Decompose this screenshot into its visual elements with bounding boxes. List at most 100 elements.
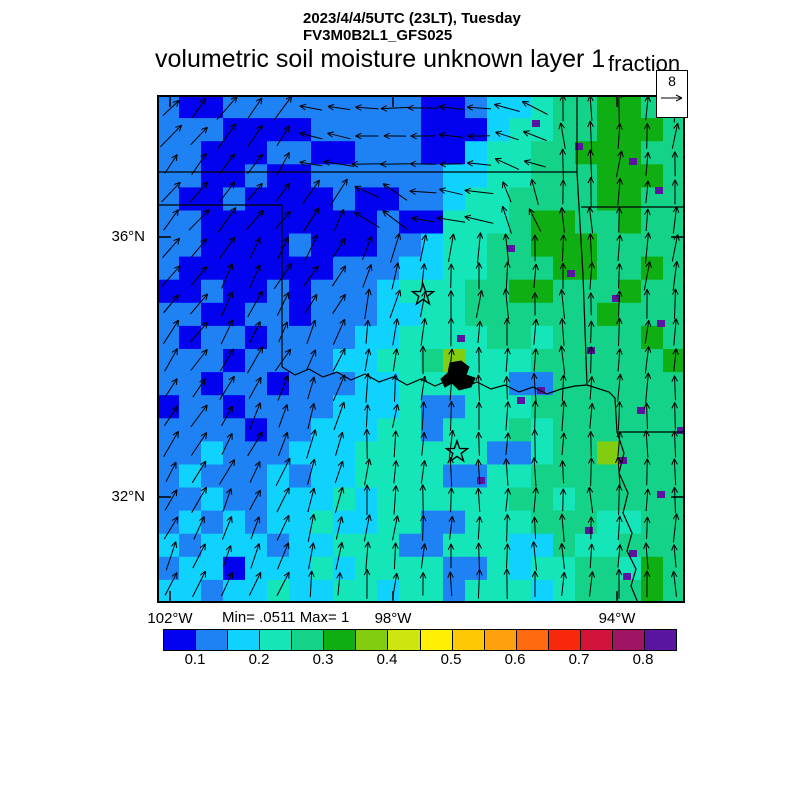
heatmap-cell xyxy=(311,118,334,142)
wind-vector-arrow xyxy=(221,432,233,455)
wind-vector-arrow xyxy=(504,261,511,291)
wind-vector-arrow xyxy=(218,236,236,260)
heatmap-cell xyxy=(201,464,224,489)
water-speck xyxy=(585,527,593,534)
heatmap-cell xyxy=(223,372,246,396)
heatmap-cell xyxy=(575,118,598,142)
wind-vector-arrow xyxy=(643,402,651,430)
heatmap-cell xyxy=(223,579,246,603)
heatmap-cell xyxy=(597,510,620,535)
wind-vector-arrow xyxy=(392,485,399,515)
colorbar-tick-label: 0.2 xyxy=(248,651,270,668)
wind-vector-arrow xyxy=(276,487,290,513)
wind-vector-arrow xyxy=(495,130,519,141)
wind-vector-arrow xyxy=(586,486,594,514)
heatmap-cell xyxy=(553,210,576,235)
wind-vector-arrow xyxy=(191,486,207,514)
heatmap-cell xyxy=(245,164,268,188)
wind-vector-arrow xyxy=(671,122,680,149)
heatmap-cell xyxy=(663,579,685,603)
wind-vector-arrow xyxy=(587,149,594,179)
wind-vector-arrow xyxy=(616,123,623,149)
heatmap-cell xyxy=(223,464,246,489)
wind-vector-arrow xyxy=(448,348,455,372)
heatmap-cell xyxy=(179,141,202,165)
heatmap-cell xyxy=(531,256,554,281)
heatmap-cell xyxy=(201,256,224,281)
wind-vector-arrow xyxy=(476,569,483,599)
wind-vector-arrow xyxy=(494,157,520,170)
colorbar xyxy=(163,629,677,651)
heatmap-cell xyxy=(355,487,378,512)
wind-vector-arrow xyxy=(299,131,323,140)
heatmap-cell xyxy=(333,302,356,327)
heatmap-cell xyxy=(553,233,576,258)
wind-vector-arrow xyxy=(616,431,623,457)
heatmap-cell xyxy=(597,464,620,489)
wind-vector-arrow xyxy=(363,569,371,599)
heatmap-cell xyxy=(289,510,312,535)
heatmap-cell xyxy=(597,487,620,512)
heatmap-cell xyxy=(289,302,312,327)
heatmap-cell xyxy=(179,279,202,304)
heatmap-cell xyxy=(179,210,202,235)
wind-vector-arrow xyxy=(671,375,679,401)
heatmap-cell xyxy=(487,95,510,119)
wind-vector-arrow xyxy=(616,317,623,347)
heatmap-cell xyxy=(377,302,400,327)
wind-vector-arrow xyxy=(559,488,567,512)
wind-vector-arrow xyxy=(222,545,232,567)
colorbar-segment xyxy=(260,630,293,650)
heatmap-cell xyxy=(487,372,510,396)
wind-vector-arrow xyxy=(560,432,567,456)
heatmap-cell xyxy=(509,487,532,512)
heatmap-cell xyxy=(179,395,202,419)
header-model-id: FV3M0B2L1_GFS025 xyxy=(303,27,453,44)
wind-vector-arrow xyxy=(355,104,379,111)
heatmap-cell xyxy=(597,141,620,165)
heatmap-cell xyxy=(355,279,378,304)
colorbar-segment xyxy=(324,630,357,650)
wind-vector-arrow xyxy=(466,160,491,167)
heatmap-cell xyxy=(575,418,598,442)
heatmap-cell xyxy=(487,302,510,327)
wind-vector-arrow xyxy=(308,570,315,598)
heatmap-cell xyxy=(641,118,664,142)
wind-vector-arrow xyxy=(336,572,343,596)
heatmap-cell xyxy=(311,349,334,373)
heatmap-cell xyxy=(619,118,642,142)
wind-vector-arrow xyxy=(475,431,483,456)
heatmap-cell xyxy=(157,556,180,581)
heatmap-cell xyxy=(179,95,202,119)
wind-vector-arrow xyxy=(560,234,567,262)
heatmap-cell xyxy=(619,372,642,396)
heatmap-cell xyxy=(575,187,598,212)
wind-vector-arrow xyxy=(364,372,371,403)
wind-vector-arrow xyxy=(643,261,652,291)
heatmap-cell xyxy=(355,164,378,188)
wind-vector-arrow xyxy=(307,402,316,429)
wind-vector-arrow xyxy=(364,288,372,320)
heatmap-cell xyxy=(619,95,642,119)
wind-vector-arrow xyxy=(420,460,428,484)
wind-vector-arrow xyxy=(332,293,346,314)
heatmap-cell xyxy=(487,441,510,466)
wind-vector-arrow xyxy=(274,348,292,372)
wind-vector-arrow xyxy=(643,516,651,540)
heatmap-cell xyxy=(597,533,620,558)
heatmap-cell xyxy=(399,487,422,512)
colorbar-segment xyxy=(644,630,676,650)
wind-vector-arrow xyxy=(218,181,236,203)
wind-vector-arrow xyxy=(164,572,178,596)
wind-vector-arrow xyxy=(439,187,463,196)
wind-vector-arrow xyxy=(409,188,437,195)
wind-vector-arrow xyxy=(361,235,373,261)
wind-vector-arrow xyxy=(247,290,263,318)
wind-vector-arrow xyxy=(303,265,319,287)
wind-vector-arrow xyxy=(671,430,678,458)
colorbar-tick-label: 0.4 xyxy=(376,651,398,668)
colorbar-segment xyxy=(484,630,517,650)
heatmap-cell xyxy=(355,233,378,258)
wind-vector-arrow xyxy=(306,429,317,459)
wind-vector-arrow xyxy=(475,487,482,512)
